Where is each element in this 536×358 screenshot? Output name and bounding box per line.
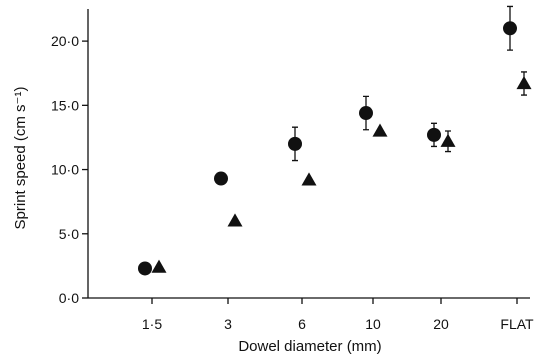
x-tick-label: 10 — [365, 316, 381, 332]
circle-point — [503, 21, 517, 36]
x-tick-label: 20 — [433, 316, 449, 332]
x-tick-label: 3 — [224, 316, 232, 332]
axes — [87, 9, 530, 299]
y-ticks: 0·0 5·0 10·0 15·0 20·0 — [51, 33, 88, 306]
triangle-point — [151, 259, 167, 273]
triangle-point — [227, 213, 243, 227]
y-axis-title: Sprint speed (cm s⁻¹) — [12, 87, 29, 230]
x-axis-title: Dowel diameter (mm) — [238, 338, 381, 355]
triangle-point — [301, 172, 317, 186]
circle-point — [359, 106, 373, 121]
y-tick-label: 20·0 — [51, 33, 79, 49]
error-bars — [292, 5, 527, 162]
x-tick-label: 1·5 — [142, 316, 162, 332]
y-tick-label: 15·0 — [51, 97, 79, 113]
triangle-point — [372, 123, 388, 137]
x-tick-label: FLAT — [500, 316, 534, 332]
y-tick-label: 0·0 — [59, 290, 79, 306]
y-tick-label: 5·0 — [59, 226, 79, 242]
circle-point — [427, 127, 441, 142]
circle-point — [214, 171, 228, 186]
x-tick-label: 6 — [298, 316, 306, 332]
circle-point — [138, 261, 152, 276]
x-ticks: 1·5 3 6 10 20 FLAT — [142, 298, 534, 332]
y-tick-label: 10·0 — [51, 162, 79, 178]
triangle-point — [440, 133, 456, 147]
circle-point — [288, 136, 302, 151]
triangle-point — [516, 75, 532, 90]
data-markers — [138, 21, 532, 276]
